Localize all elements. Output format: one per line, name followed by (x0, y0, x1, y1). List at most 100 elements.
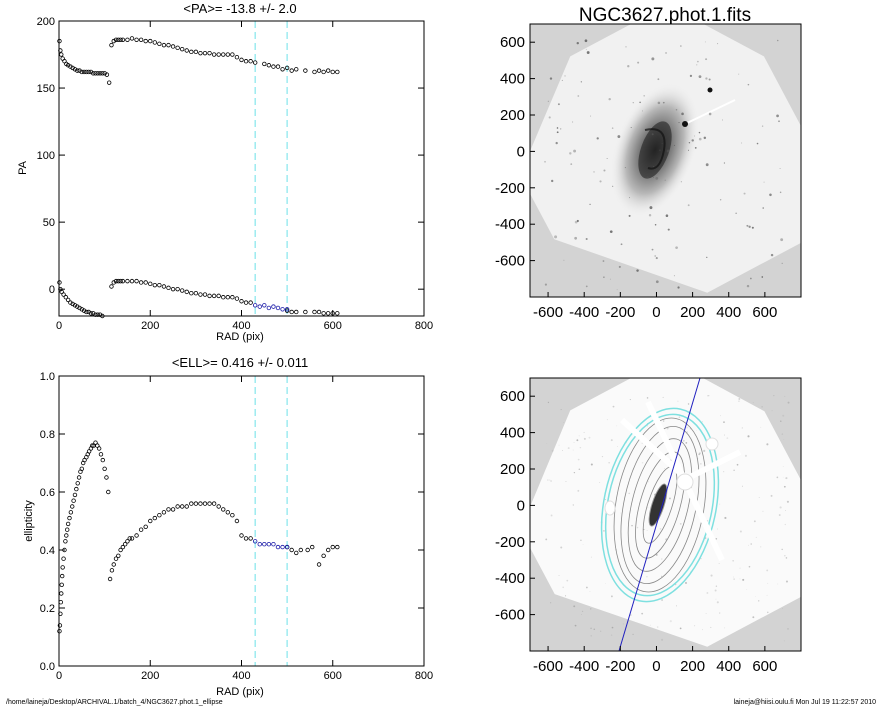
pa-point-0-135 (316, 309, 322, 315)
ell-point-0-70 (221, 507, 226, 512)
pa-point-0-83 (72, 303, 78, 308)
ell-point-0-37 (102, 466, 107, 471)
pa-point-0-62 (271, 64, 276, 69)
ell-point-0-54 (148, 518, 153, 524)
pa-point-0-114 (179, 288, 185, 293)
pa-point-0-32 (129, 36, 135, 41)
ell-point-0-21 (76, 475, 82, 480)
pa-point-0-45 (189, 49, 194, 55)
ell-point-0-8 (61, 556, 66, 561)
pa-point-0-48 (202, 50, 208, 56)
pa-point-0-126 (234, 296, 240, 301)
galaxy-image (530, 24, 801, 293)
pa-point-0-133 (303, 309, 308, 315)
pa-point-0-20 (97, 71, 103, 76)
ell-point-0-14 (67, 515, 72, 521)
pa-point-0-41 (170, 44, 176, 49)
ell-point-0-58 (166, 507, 171, 512)
pa-point-0-49 (207, 50, 212, 56)
pa-point-0-11 (77, 68, 82, 73)
top-image-x-tick-label-1: -400 (569, 304, 599, 321)
pa-y-axis-label: PA (17, 160, 29, 175)
bottom-image-x-tick-label-0: -600 (533, 658, 563, 675)
ellipse-fit-image (530, 378, 801, 651)
ellipticity-x-axis-label: RAD (pix) (216, 686, 264, 698)
pa-point-0-14 (84, 69, 89, 75)
ell-point-0-73 (234, 518, 240, 524)
top-image-y-tick-label-4: -200 (495, 180, 525, 197)
pa-point-0-51 (216, 52, 221, 57)
ell-point-0-30 (90, 443, 95, 448)
pa-point-1-0 (252, 303, 258, 308)
pa-point-0-21 (100, 71, 105, 76)
bottom-image-y-tick-label-1: 400 (500, 425, 525, 442)
ell-point-0-18 (72, 492, 78, 498)
pa-point-0-96 (109, 284, 114, 289)
pa-point-0-101 (120, 278, 126, 284)
pa-x-axis-label: RAD (pix) (216, 331, 264, 343)
pa-point-0-107 (148, 281, 153, 287)
pa-point-0-112 (170, 286, 176, 292)
pa-point-0-90 (88, 311, 94, 316)
ell-point-0-41 (109, 568, 115, 573)
pa-point-0-105 (138, 280, 144, 285)
ellipticity-chart: <ELL>= 0.416 +/- 0.011 0 200 400 600 8000.00… (23, 355, 433, 698)
footer-file-path: /home/laineja/Desktop/ARCHIVAL.1/batch_4… (6, 699, 223, 706)
ell-y-tick-label-5: 1.0 (40, 371, 55, 383)
pa-point-0-63 (275, 64, 281, 69)
pa-point-1-3 (266, 305, 272, 311)
pa-point-0-24 (106, 80, 112, 85)
pa-point-0-54 (230, 52, 235, 57)
pa-point-0-39 (161, 42, 167, 48)
image-title: NGC3627.phot.1.fits (579, 5, 751, 26)
pa-point-1-4 (271, 304, 276, 309)
pa-point-0-84 (75, 304, 80, 309)
ell-point-0-62 (184, 504, 189, 509)
pa-point-0-89 (86, 309, 91, 315)
ell-point-0-6 (59, 573, 65, 579)
top-image-x-tick-label-5: 400 (716, 304, 741, 321)
ell-point-0-40 (107, 576, 113, 582)
ell-point-1-3 (266, 542, 272, 547)
ell-point-0-12 (65, 527, 70, 532)
ell-point-0-81 (305, 547, 310, 553)
pa-point-0-19 (95, 71, 100, 76)
top-image-y-tick-label-1: 400 (500, 71, 525, 88)
galaxy-image-panel: NGC3627.phot.1.fits -600 -400 -200 0 200 400 6… (495, 5, 802, 321)
pa-chart-title: <PA>= -13.8 +/- 2.0 (183, 1, 296, 16)
pa-point-0-27 (113, 37, 119, 42)
ell-point-0-75 (243, 536, 249, 541)
ell-point-0-17 (71, 498, 76, 503)
ell-point-0-35 (98, 452, 104, 457)
pa-point-0-111 (166, 285, 171, 291)
pa-marks-layer (57, 21, 340, 319)
pa-point-0-122 (216, 293, 221, 299)
bottom-image-y-tick-label-5: -400 (495, 570, 525, 587)
pa-point-0-12 (79, 69, 85, 75)
pa-point-0-46 (193, 49, 199, 55)
pa-point-0-74 (335, 69, 340, 75)
pa-point-0-30 (120, 37, 126, 42)
top-image-x-tick-label-0: -600 (533, 304, 563, 321)
pa-point-0-55 (234, 55, 240, 60)
ell-point-0-66 (202, 501, 208, 506)
ell-x-tick-label-3: 600 (324, 670, 342, 682)
pa-point-0-82 (70, 301, 75, 307)
ell-point-0-85 (325, 547, 331, 553)
ell-point-0-57 (161, 510, 167, 515)
ell-x-tick-label-2: 400 (232, 670, 250, 682)
pa-point-0-99 (116, 278, 121, 284)
ell-x-tick-label-0: 0 (56, 670, 62, 682)
ell-point-0-15 (68, 510, 74, 515)
pa-point-0-7 (68, 64, 73, 69)
pa-point-0-58 (248, 59, 253, 64)
ell-point-0-82 (310, 544, 315, 550)
bottom-image-x-tick-label-2: -200 (605, 658, 635, 675)
ell-point-0-52 (138, 527, 144, 532)
footer-user-timestamp: laineja@hiisi.oulu.fi Mon Jul 19 11:22:5… (734, 699, 877, 706)
ell-point-1-1 (257, 542, 262, 547)
ell-point-0-13 (65, 521, 71, 527)
ell-point-1-0 (252, 539, 258, 544)
pa-point-0-57 (243, 59, 249, 64)
pa-point-0-71 (321, 69, 326, 75)
